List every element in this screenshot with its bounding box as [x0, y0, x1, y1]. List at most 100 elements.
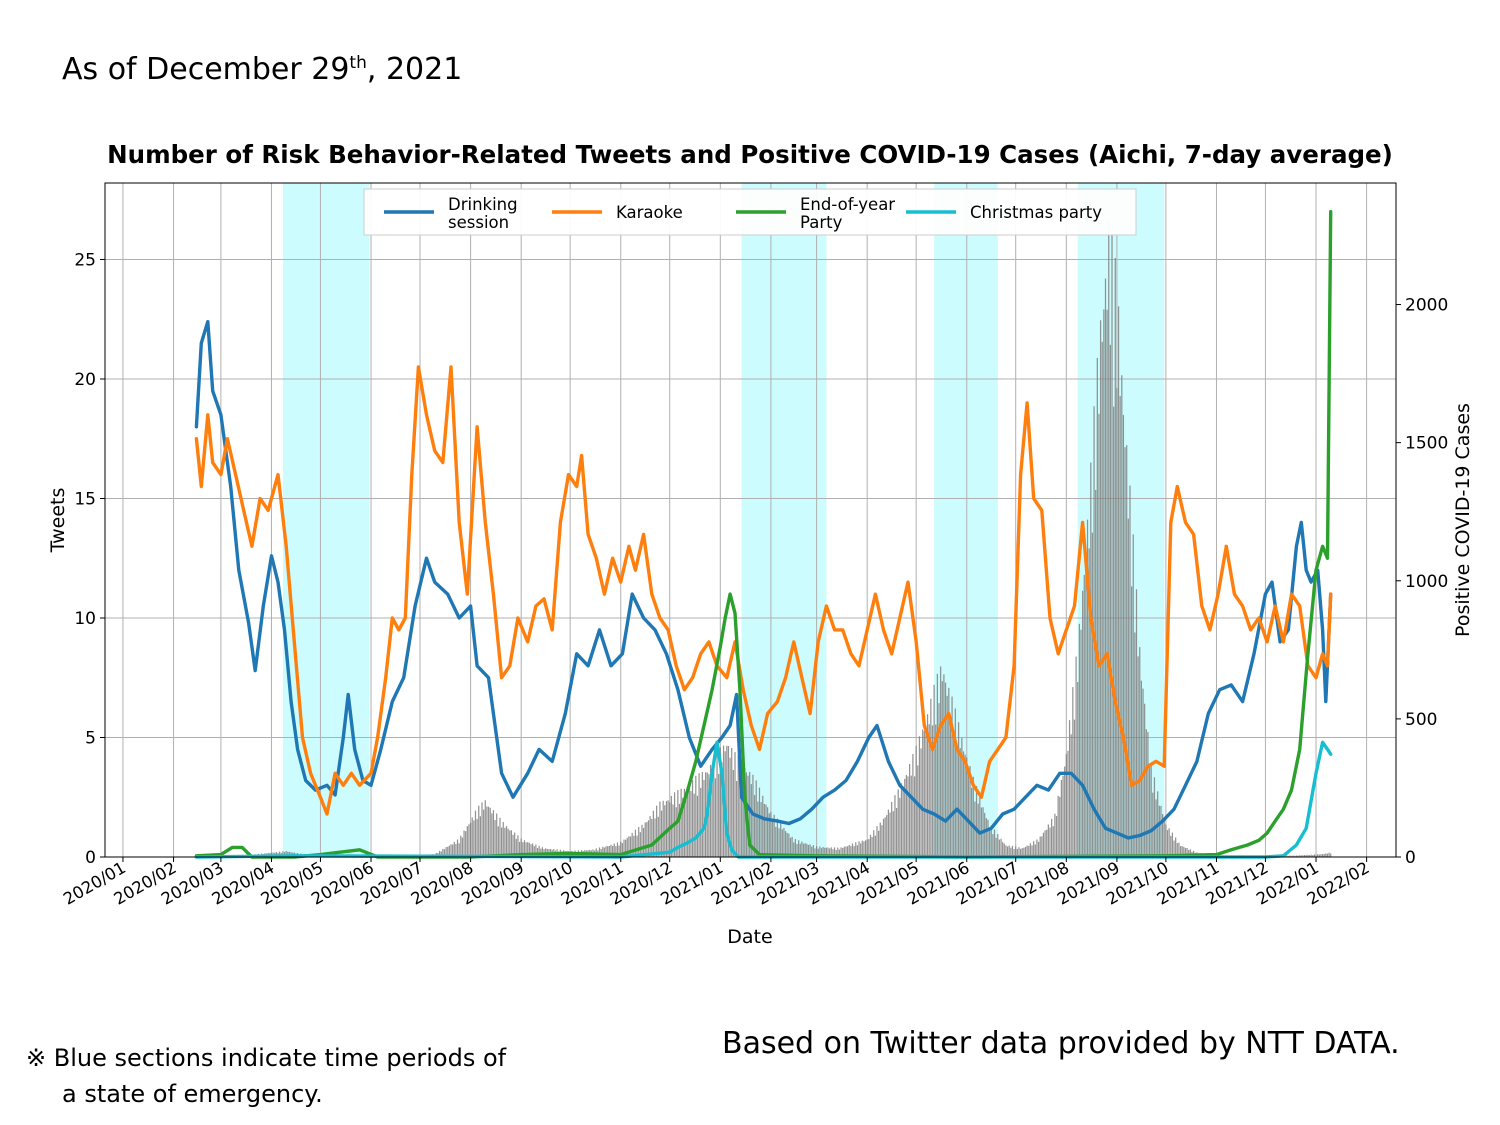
- case-bar: [647, 820, 650, 857]
- case-bar: [1310, 854, 1312, 857]
- case-bar: [948, 687, 950, 857]
- case-bar: [1289, 855, 1291, 857]
- case-bar: [851, 843, 854, 857]
- case-bar: [985, 818, 987, 857]
- case-bar: [884, 817, 886, 857]
- case-bar: [778, 828, 780, 857]
- case-bar: [868, 839, 870, 857]
- case-bar: [1010, 847, 1012, 857]
- case-bar: [685, 791, 687, 857]
- case-bar: [1013, 848, 1015, 857]
- case-bar: [799, 843, 801, 857]
- case-bar: [1170, 835, 1172, 857]
- case-bar: [926, 714, 929, 857]
- case-bar: [771, 820, 774, 857]
- case-bar: [690, 791, 692, 857]
- case-bar: [465, 831, 467, 857]
- case-bar: [864, 840, 867, 857]
- case-bar: [879, 822, 881, 857]
- case-bar: [1313, 854, 1316, 857]
- y2-tick-label: 2000: [1405, 296, 1448, 316]
- case-bar: [835, 850, 837, 857]
- case-bar: [1139, 647, 1141, 857]
- case-bar: [1020, 848, 1022, 857]
- case-bar: [1117, 306, 1120, 857]
- case-bar: [662, 800, 664, 857]
- case-bar: [1129, 485, 1131, 857]
- case-bar: [832, 849, 834, 857]
- case-bar: [863, 841, 865, 857]
- case-bar: [812, 845, 814, 857]
- case-bar: [1082, 590, 1084, 857]
- case-bar: [1134, 632, 1136, 857]
- case-bar: [954, 708, 956, 857]
- case-bar: [827, 847, 829, 857]
- case-bar: [1114, 257, 1116, 858]
- case-bar: [1153, 777, 1156, 857]
- case-bar: [731, 747, 733, 857]
- case-bar: [1042, 832, 1045, 857]
- case-bar: [1011, 845, 1014, 857]
- as-of-date: As of December 29th, 2021: [62, 52, 463, 87]
- case-bar: [788, 833, 790, 857]
- case-bar: [820, 848, 823, 857]
- case-bar: [734, 752, 736, 857]
- case-bar: [633, 835, 635, 857]
- case-bar: [1317, 854, 1319, 857]
- case-bar: [682, 797, 684, 857]
- case-bar: [502, 822, 504, 857]
- case-bar: [755, 780, 757, 857]
- case-bar: [979, 796, 981, 857]
- case-bar: [1098, 413, 1100, 857]
- case-bar: [1057, 795, 1059, 857]
- case-bar: [505, 826, 508, 857]
- case-bar: [1073, 719, 1076, 857]
- case-bar: [1064, 766, 1066, 857]
- case-bar: [930, 698, 932, 857]
- case-bar: [763, 803, 765, 857]
- case-bar: [1307, 854, 1309, 857]
- case-bar: [491, 813, 493, 857]
- case-bar: [463, 830, 465, 857]
- case-bar: [815, 846, 818, 857]
- case-bar: [1026, 845, 1028, 857]
- case-bar: [466, 826, 468, 857]
- case-bar: [675, 807, 677, 857]
- case-bar: [683, 788, 686, 857]
- case-bar: [496, 813, 498, 857]
- case-bar: [620, 841, 622, 857]
- x-axis-ticks: 2020/012020/022020/032020/042020/052020/…: [60, 857, 1373, 909]
- case-bar: [855, 842, 857, 857]
- case-bar: [452, 844, 454, 857]
- case-bar: [1308, 855, 1311, 857]
- case-bar: [1287, 855, 1289, 857]
- case-bar: [623, 839, 625, 857]
- series-lines: [194, 210, 1333, 859]
- case-bar: [693, 793, 695, 857]
- case-bar: [1295, 855, 1298, 857]
- case-bar: [894, 795, 896, 857]
- y-tick-label: 10: [74, 609, 96, 629]
- case-bar: [972, 776, 974, 857]
- case-bar: [967, 771, 969, 857]
- case-bar: [626, 837, 628, 857]
- case-bar: [917, 765, 919, 857]
- case-bar: [964, 754, 966, 857]
- note-line-1: ※ Blue sections indicate time periods of: [26, 1044, 507, 1072]
- case-bar: [1075, 656, 1077, 857]
- case-bar: [773, 814, 775, 857]
- case-bar: [1070, 734, 1072, 857]
- case-bar: [1292, 855, 1294, 857]
- case-bar: [969, 766, 971, 857]
- case-bar: [456, 839, 459, 857]
- case-bar: [905, 774, 907, 857]
- case-bar: [886, 815, 888, 857]
- case-bar: [607, 846, 609, 857]
- series-line-christmas-party: [194, 740, 1333, 859]
- case-bar: [1090, 462, 1092, 857]
- case-bar: [887, 809, 890, 857]
- case-bar: [1181, 846, 1183, 857]
- case-bar: [1178, 842, 1180, 857]
- case-bar: [992, 834, 994, 857]
- case-bar: [1323, 853, 1325, 857]
